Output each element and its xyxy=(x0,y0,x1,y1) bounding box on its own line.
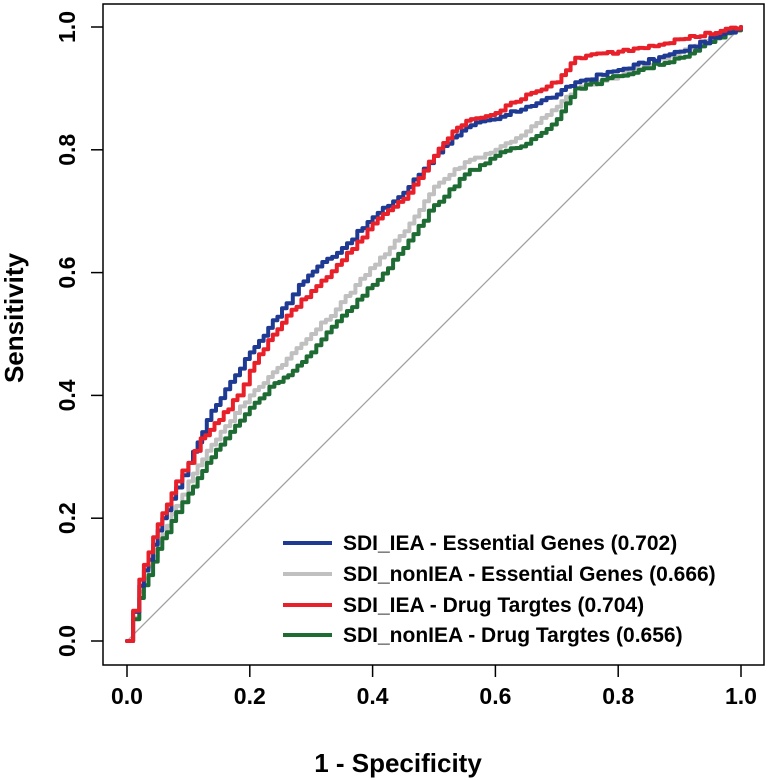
x-tick-label: 0.4 xyxy=(357,683,389,709)
x-tick-label: 0.0 xyxy=(111,683,143,709)
y-tick-label: 0.6 xyxy=(54,257,80,289)
legend: SDI_IEA - Essential Genes (0.702) SDI_non… xyxy=(283,532,716,647)
legend-label-2: SDI_nonIEA - Essential Genes (0.666) xyxy=(343,563,716,586)
x-axis: 0.0 0.2 0.4 0.6 0.8 1.0 xyxy=(111,665,757,709)
x-tick-label: 1.0 xyxy=(725,683,757,709)
reference-diagonal-line xyxy=(126,26,742,642)
y-axis-title: Sensitivity xyxy=(0,252,29,383)
plot-area xyxy=(102,3,765,666)
y-tick-label: 0.0 xyxy=(54,625,80,657)
x-tick-label: 0.6 xyxy=(479,683,511,709)
x-axis-title: 1 - Specificity xyxy=(314,748,482,778)
y-tick-label: 0.4 xyxy=(54,379,80,411)
y-axis: 0.0 0.2 0.4 0.6 0.8 1.0 xyxy=(54,11,103,657)
legend-label-3: SDI_IEA - Drug Targtes (0.704) xyxy=(343,594,644,617)
y-tick-label: 0.8 xyxy=(54,134,80,166)
legend-label-1: SDI_IEA - Essential Genes (0.702) xyxy=(343,532,677,555)
plot-frame xyxy=(102,3,765,666)
series-line-4 xyxy=(125,25,743,643)
legend-label-4: SDI_nonIEA - Drug Targtes (0.656) xyxy=(343,624,683,647)
x-tick-label: 0.2 xyxy=(234,683,266,709)
series-line-3 xyxy=(125,25,743,643)
y-tick-label: 0.2 xyxy=(54,502,80,534)
x-tick-label: 0.8 xyxy=(602,683,634,709)
y-tick-label: 1.0 xyxy=(54,11,80,43)
